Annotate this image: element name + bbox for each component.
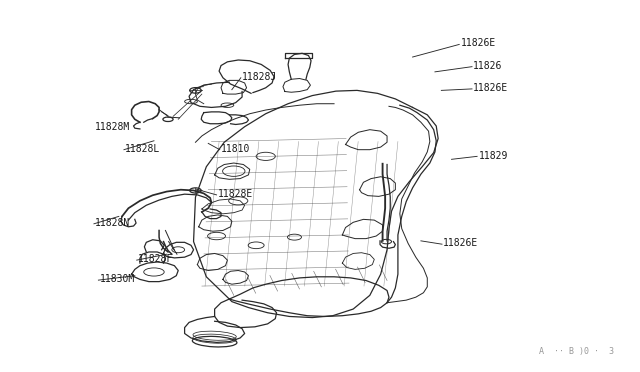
Text: 11826E: 11826E bbox=[473, 83, 509, 93]
Text: 11826: 11826 bbox=[473, 61, 502, 71]
Text: 11828J: 11828J bbox=[242, 72, 277, 82]
Text: 11826E: 11826E bbox=[444, 238, 479, 248]
Text: 11828F: 11828F bbox=[138, 254, 173, 264]
Text: 11830M: 11830M bbox=[100, 275, 135, 284]
Text: 11810: 11810 bbox=[221, 144, 250, 154]
Text: 11828E: 11828E bbox=[218, 189, 253, 199]
Text: 11826E: 11826E bbox=[461, 38, 496, 48]
Text: 11828N: 11828N bbox=[95, 218, 131, 228]
Text: 11828L: 11828L bbox=[125, 144, 161, 154]
Text: 11829: 11829 bbox=[478, 151, 508, 161]
Text: 11828M: 11828M bbox=[95, 122, 131, 132]
Text: A  ·· B )0 ·  3: A ·· B )0 · 3 bbox=[539, 347, 614, 356]
